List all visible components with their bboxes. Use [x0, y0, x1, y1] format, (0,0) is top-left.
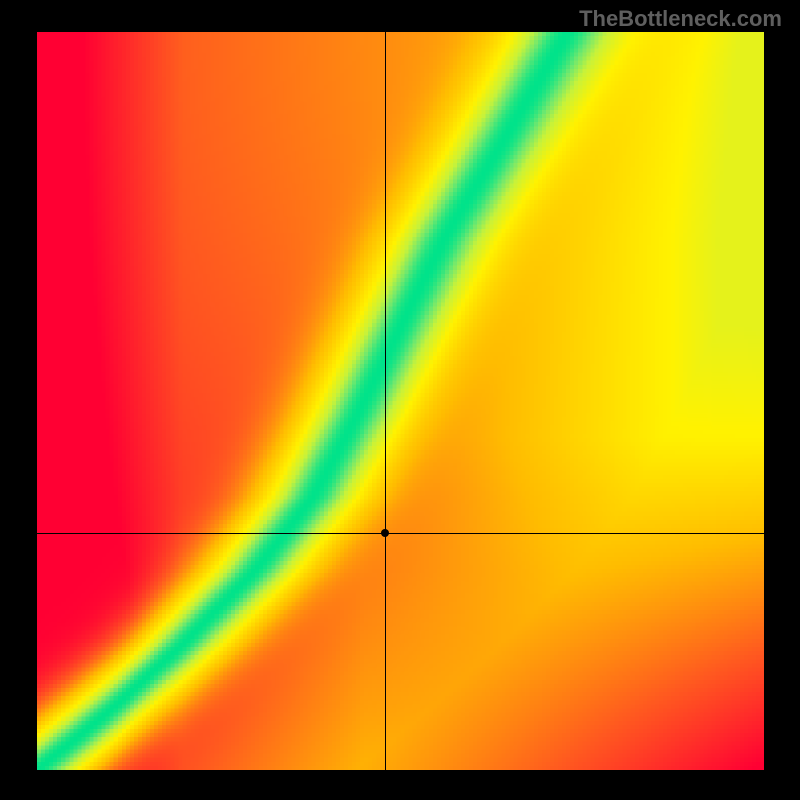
crosshair-horizontal: [37, 533, 764, 534]
watermark-text: TheBottleneck.com: [579, 6, 782, 32]
crosshair-vertical: [385, 32, 386, 770]
crosshair-marker-dot: [381, 529, 389, 537]
heatmap-plot: [37, 32, 764, 770]
heatmap-canvas: [37, 32, 764, 770]
